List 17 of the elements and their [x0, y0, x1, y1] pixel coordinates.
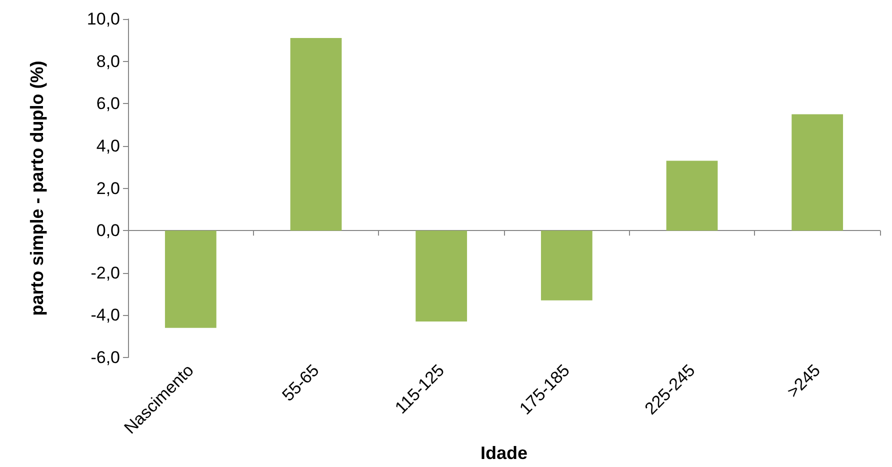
y-tick-label: 8,0: [96, 52, 120, 71]
y-tick-label: 0,0: [96, 221, 120, 240]
bar: [666, 160, 718, 231]
y-axis-title: parto simple - parto duplo (%): [27, 60, 47, 316]
y-tick-label: -4,0: [90, 306, 120, 325]
y-tick-label: -6,0: [90, 348, 120, 367]
bar: [290, 38, 342, 231]
bar: [416, 230, 468, 322]
y-tick-label: 6,0: [96, 94, 120, 114]
y-tick-label: 2,0: [96, 178, 120, 198]
y-tick-label: 4,0: [96, 136, 120, 156]
bar: [792, 114, 844, 231]
x-axis-title: Idade: [480, 443, 528, 463]
bar: [540, 230, 592, 300]
y-tick-label: -2,0: [90, 263, 120, 282]
bar: [164, 230, 216, 328]
y-tick-label: 10,0: [86, 10, 120, 28]
